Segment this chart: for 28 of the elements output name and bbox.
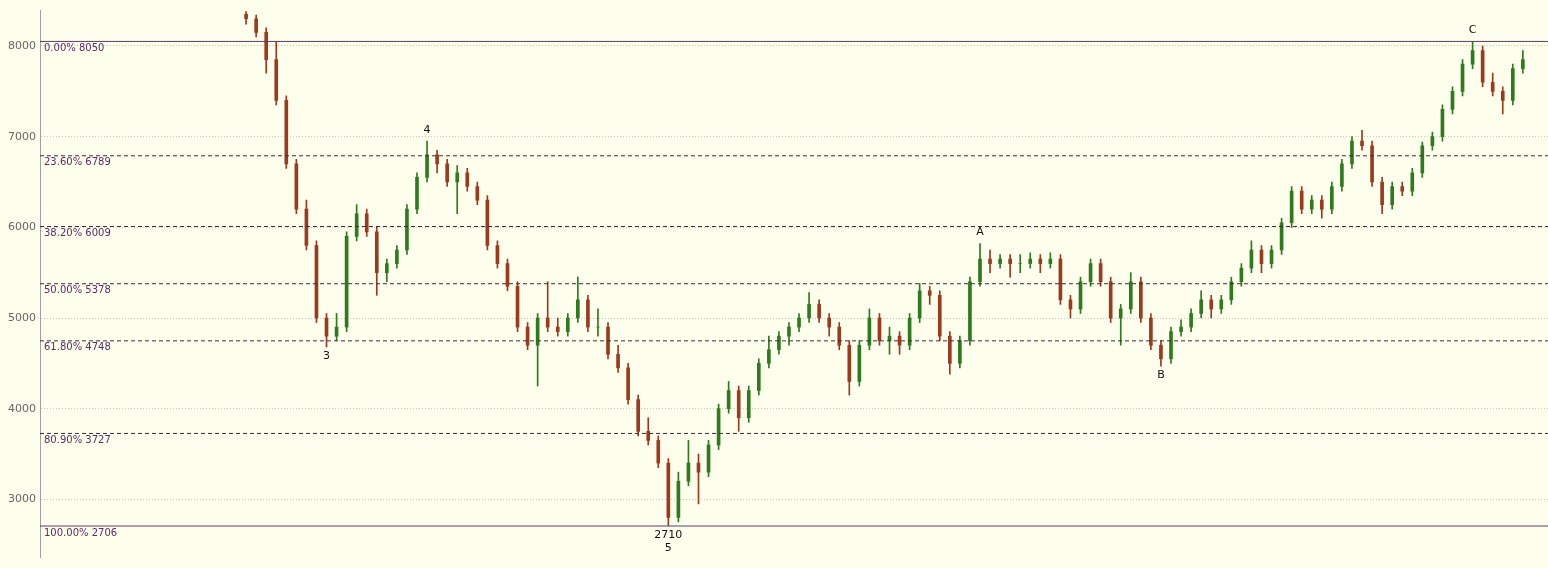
annotation: C [1468, 22, 1477, 36]
y-tick-label: 3000 [8, 492, 36, 506]
y-tick-label: 8000 [8, 38, 36, 52]
ref-line-label: 23.60% 6789 [44, 156, 111, 168]
annotation: 2710 [654, 528, 683, 542]
candlestick [988, 249, 992, 273]
candlestick [1008, 254, 1012, 278]
annotation: 5 [664, 541, 672, 555]
ref-line-label: 80.90% 3727 [44, 434, 111, 446]
annotation: 3 [323, 349, 331, 363]
y-tick-label: 6000 [8, 220, 36, 234]
candlestick [545, 281, 550, 332]
annotation: B [1157, 368, 1165, 382]
ref-line-label: 0.00% 8050 [44, 42, 105, 54]
candlestick [1018, 254, 1023, 273]
y-tick-label: 7000 [8, 129, 36, 143]
ref-line-label: 50.00% 5378 [44, 284, 111, 296]
candlestick [1118, 304, 1123, 346]
candlestick [1038, 254, 1043, 273]
y-tick-label: 4000 [8, 401, 36, 415]
candlestick [455, 165, 460, 215]
annotation: A [976, 225, 985, 239]
y-tick-label: 5000 [8, 310, 36, 324]
ref-line-label: 100.00% 2706 [44, 526, 118, 538]
candlestick [1360, 129, 1364, 151]
ref-line-label: 38.20% 6009 [44, 227, 111, 239]
annotation: 4 [423, 122, 431, 136]
ref-line-label: 61.80% 4748 [44, 341, 111, 353]
